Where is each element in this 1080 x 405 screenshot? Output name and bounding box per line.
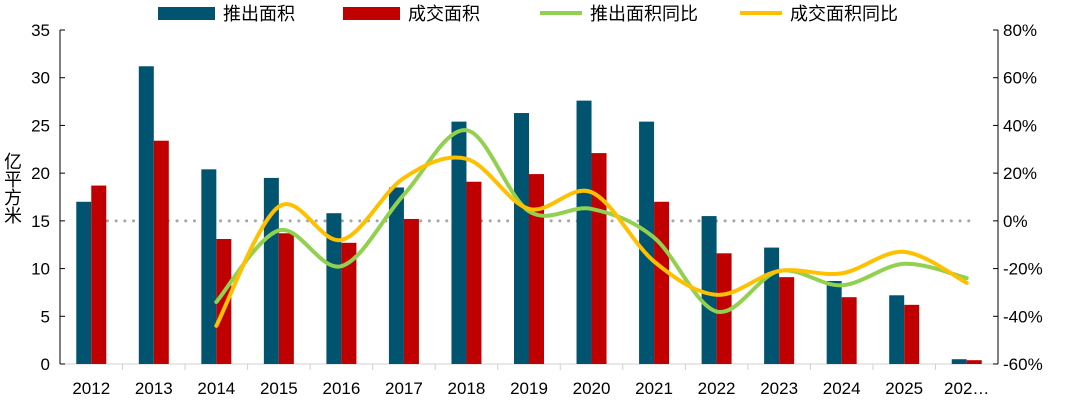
x-tick-label: 2021 (635, 379, 673, 398)
y-tick-label: 20 (31, 164, 50, 183)
bar-launched (76, 201, 92, 364)
x-tick-label: 2015 (260, 379, 298, 398)
bar-sold (91, 185, 107, 364)
y-tick-label: 25 (31, 116, 50, 135)
y2-tick-label: 0% (1003, 212, 1028, 231)
bar-launched (889, 295, 905, 364)
bar-sold (341, 242, 357, 364)
bar-launched (326, 213, 342, 364)
legend-label: 成交面积 (408, 4, 480, 24)
bar-sold (466, 181, 482, 364)
y2-tick-label: -40% (1003, 307, 1043, 326)
line-sold-yoy (214, 155, 969, 328)
bar-launched (451, 121, 467, 365)
legend-label: 推出面积同比 (590, 4, 698, 24)
bar-sold (216, 238, 232, 364)
y2-tick-label: -60% (1003, 355, 1043, 374)
bar-sold (153, 140, 169, 364)
bar-sold (779, 277, 795, 364)
bar-launched (576, 100, 592, 365)
x-tick-label: 2013 (135, 379, 173, 398)
bar-sold (966, 360, 982, 364)
x-tick-label: 2022 (698, 379, 736, 398)
x-tick-label: 2023 (760, 379, 798, 398)
line-launched-yoy (214, 128, 969, 314)
legend-label: 推出面积 (223, 4, 295, 24)
x-tick-label: 2019 (510, 379, 548, 398)
y-tick-label: 30 (31, 69, 50, 88)
legend-swatch (158, 7, 215, 20)
bar-sold (654, 201, 670, 364)
bar-launched (514, 113, 529, 364)
bar-launched (388, 187, 404, 364)
x-tick-label: 2020 (573, 379, 611, 398)
x-tick-label: 2025 (885, 379, 923, 398)
y-tick-label: 5 (41, 307, 50, 326)
legend: 推出面积 成交面积 推出面积同比 成交面积同比 (158, 4, 898, 24)
x-tick-label: 2017 (385, 379, 423, 398)
bar-launched (764, 247, 780, 364)
bar-sold (529, 174, 544, 364)
x-tick-label: 202… (944, 379, 989, 398)
y-tick-label: 0 (41, 355, 50, 374)
bar-sold (841, 297, 857, 364)
x-tick-label: 2018 (448, 379, 486, 398)
x-tick-label: 2014 (197, 379, 235, 398)
y2-tick-label: 60% (1003, 69, 1037, 88)
bar-launched (826, 280, 842, 364)
y2-tick-label: 40% (1003, 116, 1037, 135)
bar-sold (591, 153, 607, 364)
bar-launched (639, 121, 655, 365)
bar-sold (716, 253, 732, 364)
x-tick-label: 2012 (72, 379, 110, 398)
y-tick-label: 35 (31, 21, 50, 40)
bar-sold (904, 304, 920, 364)
y-axis-label: 亿平方米 (1, 152, 22, 224)
bar-launched (138, 66, 154, 365)
bar-sold (278, 233, 294, 364)
legend-label: 成交面积同比 (790, 4, 898, 24)
x-tick-label: 2024 (823, 379, 861, 398)
y-tick-label: 15 (31, 212, 50, 231)
bar-launched (201, 169, 217, 364)
bar-sold (403, 218, 419, 364)
y-tick-label: 10 (31, 260, 50, 279)
y2-tick-label: 80% (1003, 21, 1037, 40)
bar-launched (701, 216, 717, 364)
y2-tick-label: 20% (1003, 164, 1037, 183)
x-tick-label: 2016 (322, 379, 360, 398)
bar-launched (951, 359, 967, 364)
legend-swatch (343, 7, 400, 20)
y2-tick-label: -20% (1003, 260, 1043, 279)
bar-launched (263, 177, 279, 364)
